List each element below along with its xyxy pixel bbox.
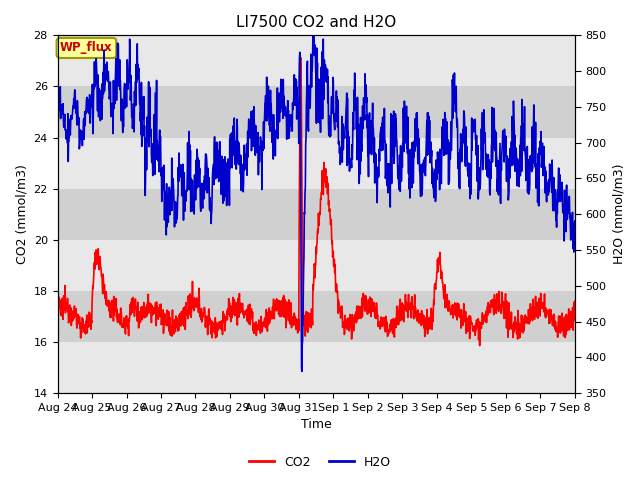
Bar bbox=[58, 138, 575, 189]
Bar bbox=[58, 189, 575, 240]
Bar bbox=[58, 291, 575, 342]
Text: WP_flux: WP_flux bbox=[60, 41, 113, 54]
Y-axis label: CO2 (mmol/m3): CO2 (mmol/m3) bbox=[15, 164, 28, 264]
Y-axis label: H2O (mmol/m3): H2O (mmol/m3) bbox=[612, 164, 625, 264]
Bar bbox=[58, 36, 575, 86]
X-axis label: Time: Time bbox=[301, 419, 332, 432]
Legend: CO2, H2O: CO2, H2O bbox=[244, 451, 396, 474]
Bar bbox=[58, 342, 575, 393]
Bar bbox=[58, 240, 575, 291]
Bar bbox=[58, 86, 575, 138]
Title: LI7500 CO2 and H2O: LI7500 CO2 and H2O bbox=[236, 15, 396, 30]
